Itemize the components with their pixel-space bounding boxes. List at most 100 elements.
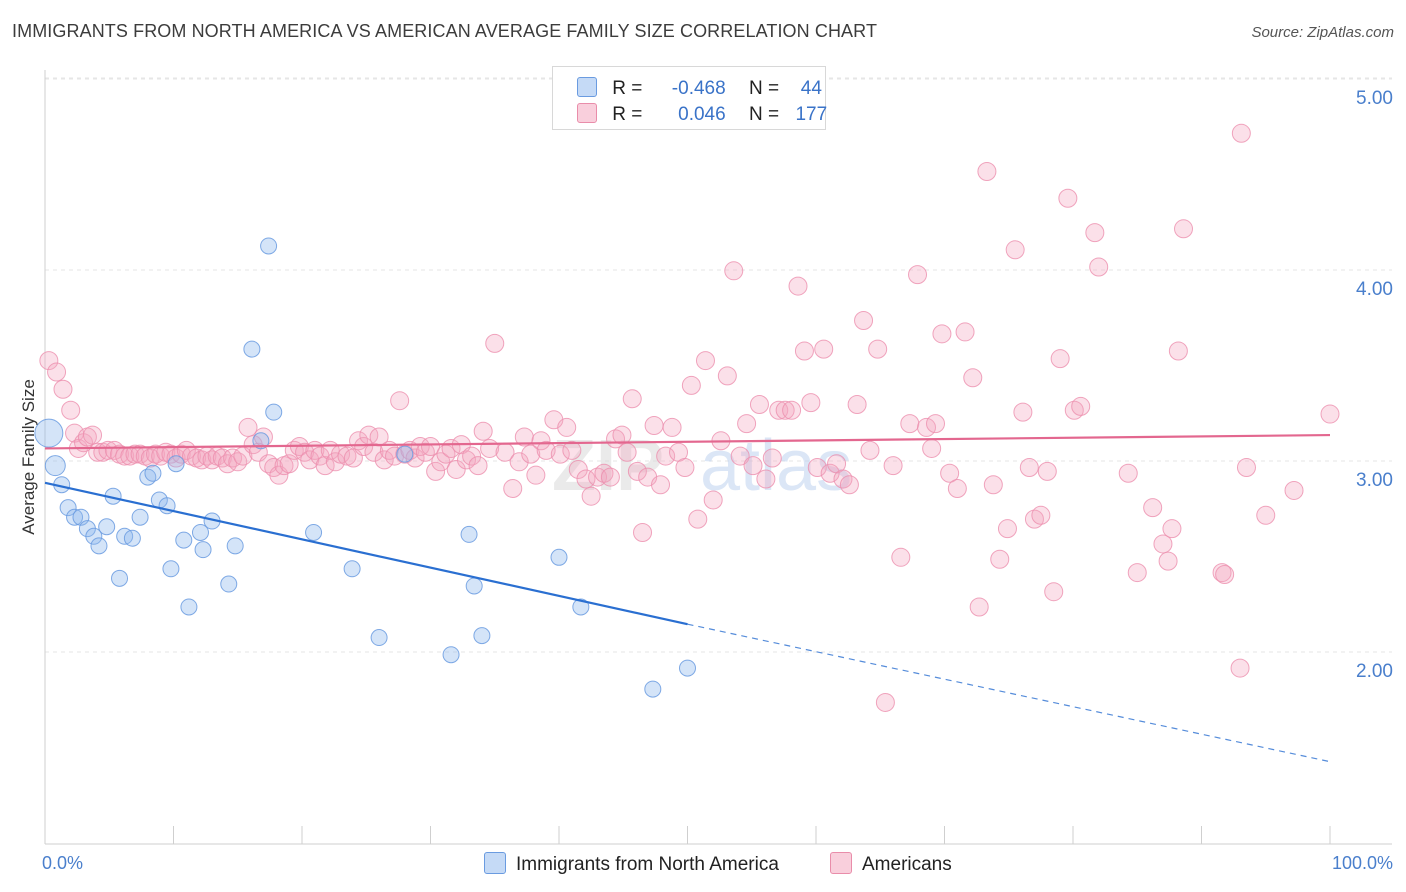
y-tick-label: 2.00 (1356, 661, 1393, 682)
americans-point (509, 452, 529, 472)
americans-point (932, 324, 952, 344)
americans-point (550, 444, 570, 464)
americans-point (1230, 658, 1250, 678)
americans-point (446, 459, 466, 479)
americans-point (576, 469, 596, 489)
americans-point (875, 692, 895, 712)
americans-point (410, 437, 430, 457)
americans-point (1158, 551, 1178, 571)
americans-point (83, 425, 103, 445)
americans-point (681, 375, 701, 395)
americans-point (820, 463, 840, 483)
americans-point (688, 509, 708, 529)
americans-point (456, 450, 476, 470)
immigrants-point (144, 464, 162, 482)
americans-point (854, 310, 874, 330)
americans-point (788, 276, 808, 296)
immigrants-point (550, 548, 568, 566)
legend-row-immigrants: R = -0.468 N = 44 (577, 77, 838, 101)
immigrants-point (265, 403, 283, 421)
americans-point (562, 440, 582, 460)
americans-point (724, 261, 744, 281)
americans-point (749, 395, 769, 415)
americans-point (737, 414, 757, 434)
americans-point (405, 448, 425, 468)
americans-point (807, 458, 827, 478)
americans-point (161, 444, 181, 464)
americans-point (1089, 257, 1109, 277)
americans-point (947, 479, 967, 499)
americans-point (212, 448, 232, 468)
americans-point (1256, 505, 1276, 525)
americans-point (940, 463, 960, 483)
legend-row-americans: R = 0.046 N = 177 (577, 103, 838, 127)
y-axis-label: Average Family Size (19, 379, 38, 535)
y-tick-label: 3.00 (1356, 470, 1393, 491)
americans-point (762, 448, 782, 468)
americans-point (983, 475, 1003, 495)
immigrants-point (260, 237, 278, 255)
americans-point (192, 450, 212, 470)
americans-points (39, 123, 1340, 712)
immigrants-point (85, 527, 103, 545)
legend-r-label: R = (612, 104, 643, 125)
americans-point (1174, 219, 1194, 239)
legend-swatch-blue (577, 77, 597, 97)
americans-point (426, 461, 446, 481)
americans-point (53, 379, 73, 399)
legend-n-label: N = (748, 104, 780, 125)
americans-point (1284, 480, 1304, 500)
immigrants-point (162, 560, 180, 578)
americans-point (415, 442, 435, 462)
immigrants-point (243, 340, 261, 358)
americans-point (557, 417, 577, 437)
americans-point (568, 459, 588, 479)
americans-point (814, 339, 834, 359)
immigrants-point (396, 445, 414, 463)
correlation-legend: R = -0.468 N = 44 R = 0.046 N = 177 (552, 66, 827, 130)
y-tick-label: 4.00 (1356, 279, 1393, 300)
americans-point (421, 437, 440, 457)
americans-point (756, 469, 776, 489)
americans-point (963, 368, 983, 388)
legend-r-label: R = (612, 78, 643, 99)
immigrants-point (123, 529, 141, 547)
immigrants-point (644, 680, 662, 698)
americans-point (839, 475, 859, 495)
bottom-legend-swatch-pink (830, 852, 852, 874)
legend-n-value: 177 (795, 104, 828, 125)
legend-r-value: 0.046 (678, 104, 726, 125)
bottom-legend-americans: Americans (830, 852, 952, 876)
americans-point (1118, 463, 1138, 483)
americans-point (238, 417, 258, 437)
americans-point (581, 486, 601, 506)
americans-point (990, 549, 1010, 569)
immigrants-point (305, 523, 323, 541)
immigrants-point (191, 523, 209, 541)
americans-point (1215, 565, 1235, 584)
immigrants-trend-line (44, 481, 688, 626)
americans-point (1168, 341, 1188, 361)
americans-point (997, 519, 1017, 539)
chart-title: IMMIGRANTS FROM NORTH AMERICA VS AMERICA… (12, 21, 878, 41)
legend-n-value: 44 (800, 78, 822, 99)
americans-point (468, 456, 488, 476)
americans-point (1037, 461, 1057, 481)
immigrants-point (90, 537, 108, 555)
americans-point (860, 440, 880, 460)
immigrants-point (442, 646, 460, 664)
americans-point (485, 333, 505, 353)
americans-point (374, 450, 394, 470)
immigrants-point (111, 569, 129, 587)
americans-point (1044, 582, 1064, 602)
immigrants-point (343, 560, 361, 578)
americans-point (1013, 402, 1033, 422)
bottom-legend-label: Americans (862, 854, 952, 875)
legend-n-label: N = (748, 78, 780, 99)
americans-trend-line (44, 433, 1331, 450)
americans-point (622, 389, 642, 409)
trend-lines (44, 433, 1331, 763)
americans-point (47, 362, 67, 382)
grid-lines (45, 77, 1392, 653)
americans-point (1019, 458, 1039, 478)
